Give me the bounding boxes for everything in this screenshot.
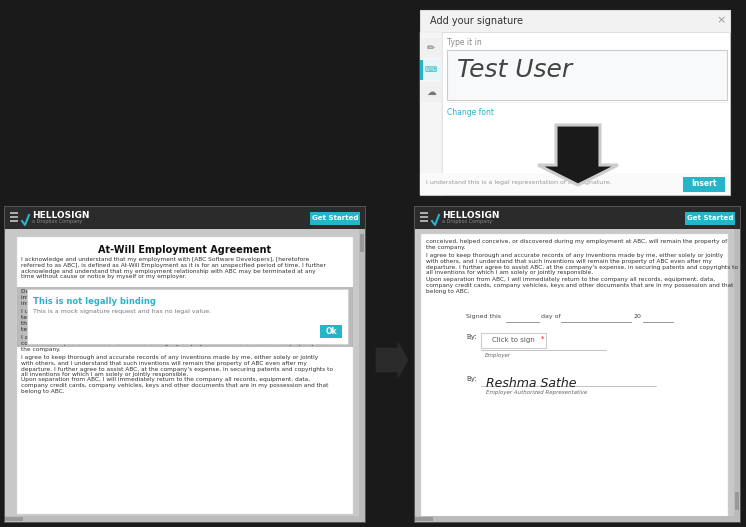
Bar <box>421 234 728 517</box>
Bar <box>415 207 740 229</box>
Text: Signed this: Signed this <box>466 314 501 319</box>
Bar <box>359 229 365 522</box>
Text: information. I und                                     fidential: information. I und fidential <box>21 295 166 300</box>
Text: 20: 20 <box>633 314 641 319</box>
Text: HELLOSIGN: HELLOSIGN <box>442 211 500 220</box>
Text: At-Will Employment Agreement: At-Will Employment Agreement <box>98 245 272 255</box>
Text: Employer Authorized Representative: Employer Authorized Representative <box>486 390 587 395</box>
Text: Employer: Employer <box>485 353 511 358</box>
Text: HELLOSIGN: HELLOSIGN <box>32 211 90 220</box>
Text: Reshma Sathe: Reshma Sathe <box>486 377 577 390</box>
Bar <box>420 173 730 195</box>
Bar <box>4 206 366 523</box>
Bar <box>5 516 359 522</box>
Bar <box>481 333 546 348</box>
Text: that I am not perm                               ions to ABC's: that I am not perm ions to ABC's <box>21 321 173 326</box>
Polygon shape <box>538 125 618 185</box>
Polygon shape <box>376 342 408 378</box>
Bar <box>420 220 428 222</box>
Bar <box>415 516 734 522</box>
Bar <box>17 287 353 347</box>
Text: Get Started: Get Started <box>312 215 358 221</box>
Text: Change font: Change font <box>447 108 494 117</box>
Bar <box>414 206 741 523</box>
Bar <box>10 220 18 222</box>
Text: ×: × <box>716 15 725 25</box>
Bar <box>420 38 442 58</box>
Text: Insert: Insert <box>692 180 717 189</box>
Text: ✏: ✏ <box>427 43 435 53</box>
Text: technology, email                                  mpany. I agree: technology, email mpany. I agree <box>21 315 181 320</box>
Text: I agree to keep thorough and accurate records of any inventions made by me, eith: I agree to keep thorough and accurate re… <box>21 355 333 377</box>
Text: a Dropbox Company: a Dropbox Company <box>442 219 492 224</box>
Bar <box>360 234 364 252</box>
Bar <box>27 289 348 344</box>
Bar <box>420 32 442 195</box>
Bar <box>685 212 735 225</box>
Text: conceived, helped conceive, or discovered during my employment at ABC, will rema: conceived, helped conceive, or discovere… <box>426 239 727 250</box>
Text: a Dropbox Company: a Dropbox Company <box>32 219 82 224</box>
Bar <box>5 207 365 229</box>
Bar <box>415 229 740 522</box>
Bar <box>683 177 725 192</box>
Bar <box>10 212 18 214</box>
Text: By:: By: <box>466 334 477 340</box>
Text: This is a mock signature request and has no legal value.: This is a mock signature request and has… <box>33 309 211 314</box>
Bar <box>320 325 342 338</box>
Text: By:: By: <box>466 376 477 382</box>
Bar <box>415 517 433 521</box>
Text: I acknowledge and understand that my employment with [ABC Software Developers], : I acknowledge and understand that my emp… <box>21 257 326 279</box>
Bar <box>420 10 730 195</box>
Text: I understand this is a legal representation of my signature.: I understand this is a legal representat… <box>426 180 612 185</box>
Text: information will b                               and legal action.: information will b and legal action. <box>21 301 179 306</box>
Text: I understand that                                        puter: I understand that puter <box>21 309 163 314</box>
Bar <box>420 82 442 102</box>
Bar <box>5 517 23 521</box>
Text: Type it in: Type it in <box>447 38 482 47</box>
Text: Upon separation from ABC, I will immediately return to the company all records, : Upon separation from ABC, I will immedia… <box>426 277 733 294</box>
Text: Click to sign: Click to sign <box>492 337 534 343</box>
Bar <box>420 216 428 218</box>
Text: Get Started: Get Started <box>687 215 733 221</box>
Bar <box>735 492 739 510</box>
Text: Ok: Ok <box>325 327 336 336</box>
Text: Add your signature: Add your signature <box>430 16 523 26</box>
Text: ☁: ☁ <box>426 87 436 97</box>
Text: day of: day of <box>541 314 561 319</box>
Text: This is not legally binding: This is not legally binding <box>33 297 156 306</box>
Text: I agree to keep thorough and accurate records of any inventions made by me, eith: I agree to keep thorough and accurate re… <box>426 253 738 276</box>
Text: ⌨: ⌨ <box>425 65 437 74</box>
Text: Upon separation from ABC, I will immediately return to the company all records, : Upon separation from ABC, I will immedia… <box>21 377 328 394</box>
Bar <box>420 10 730 32</box>
Bar <box>447 50 727 100</box>
Bar <box>5 229 365 522</box>
Bar <box>734 229 740 522</box>
Bar <box>420 212 428 214</box>
Text: Test User: Test User <box>457 58 572 82</box>
Text: During my employ                                       mpany: During my employ mpany <box>21 289 169 294</box>
Text: technology systems.: technology systems. <box>21 327 82 332</box>
Bar <box>310 212 360 225</box>
Text: I agree that any inventions, publications, developments, designs, trademarks, id: I agree that any inventions, publication… <box>21 335 333 352</box>
Text: *: * <box>541 336 545 342</box>
Bar <box>420 60 442 80</box>
Bar <box>10 216 18 218</box>
Bar <box>420 60 423 80</box>
Bar <box>17 237 353 514</box>
